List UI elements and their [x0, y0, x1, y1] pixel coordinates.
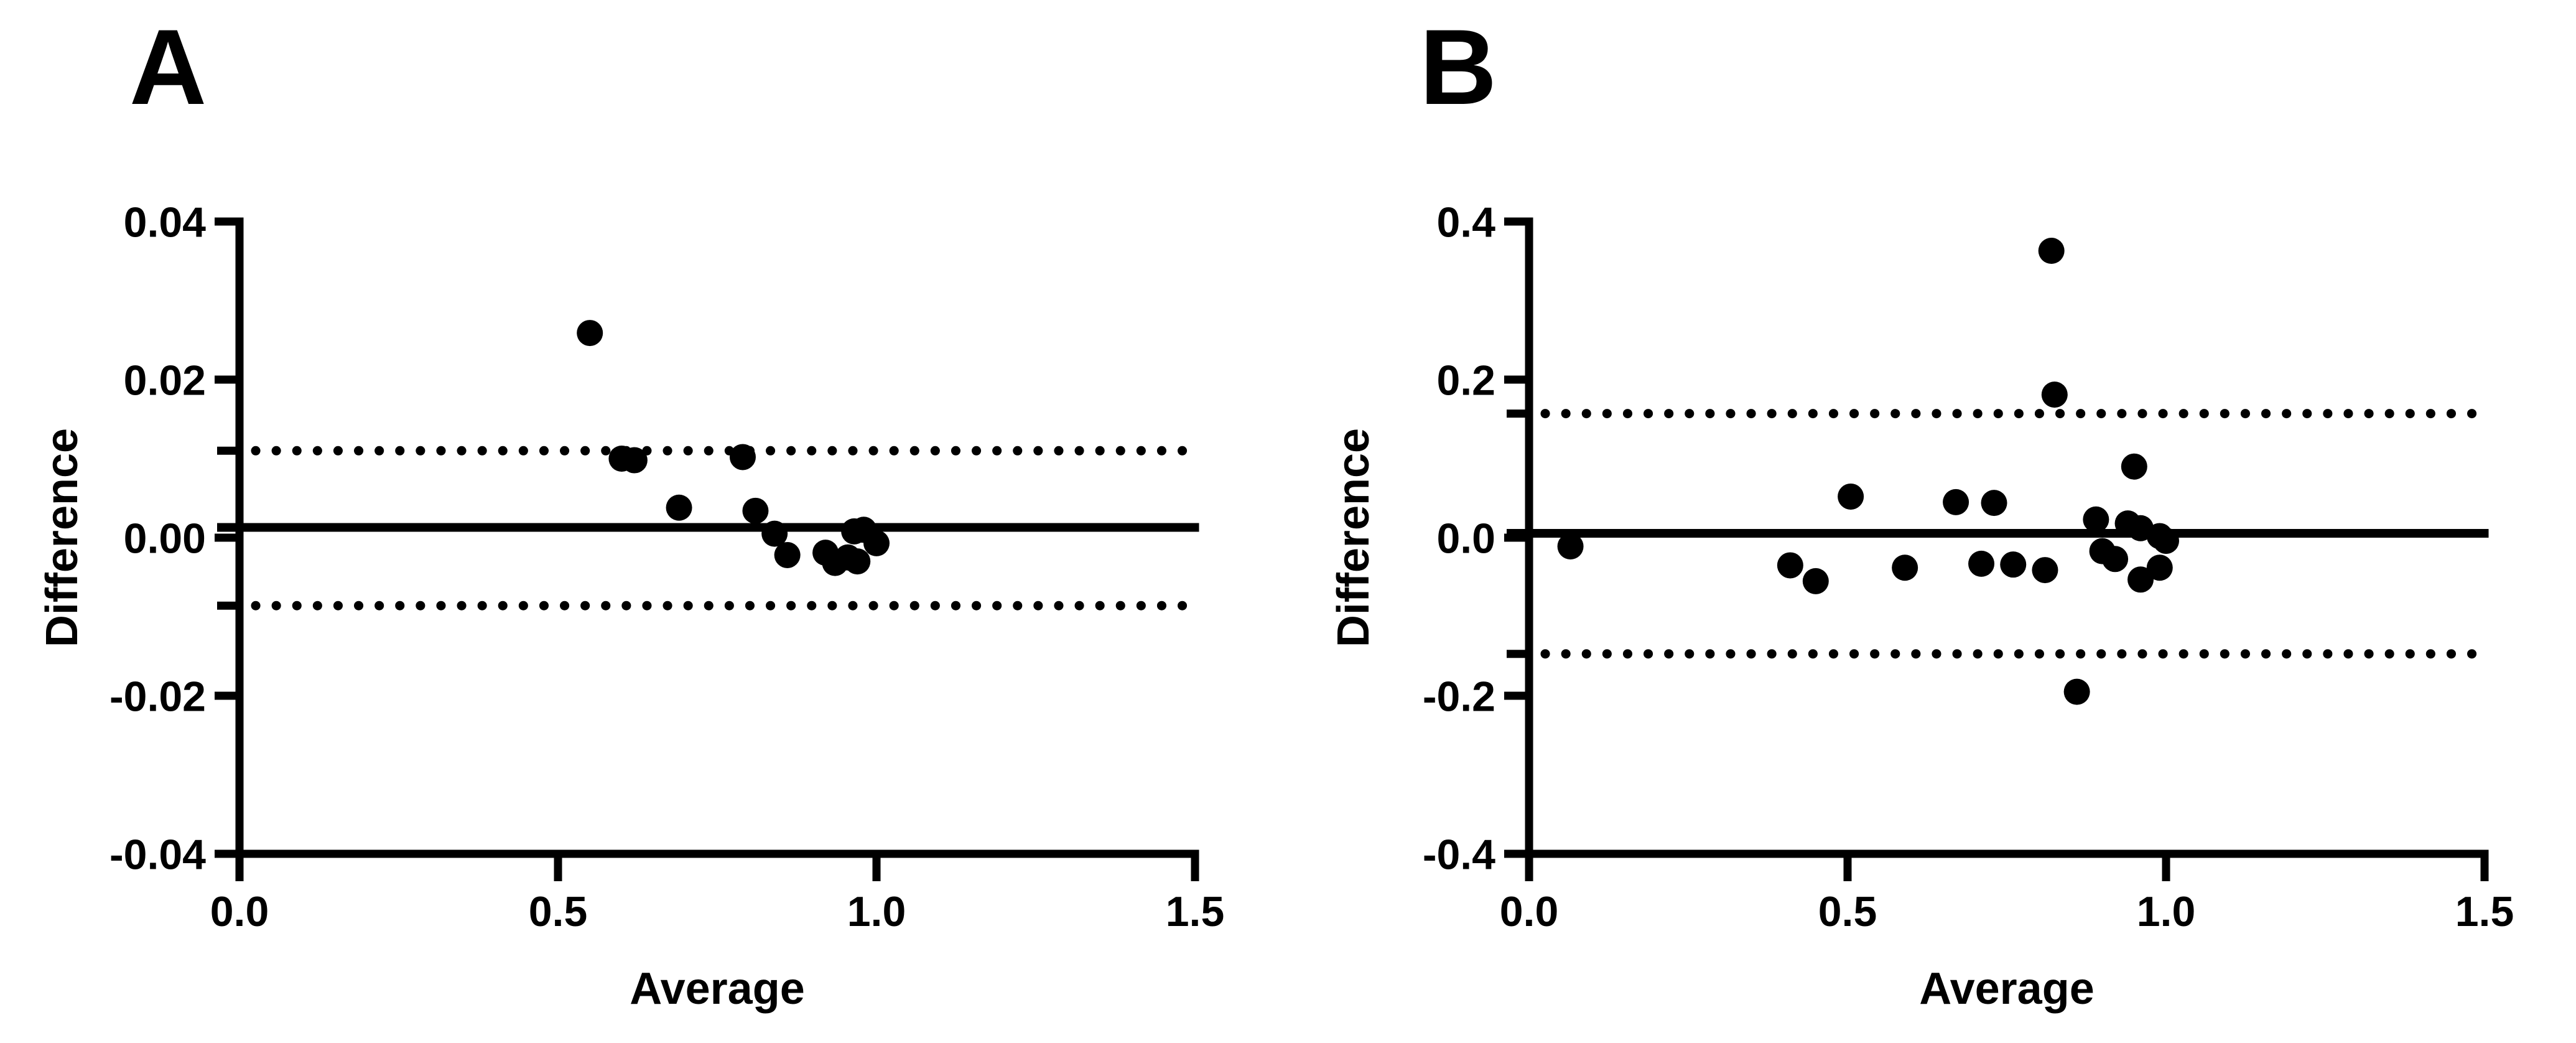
panel-b-x-tick-label: 0.0 — [1500, 888, 1559, 935]
panel-b-data-point — [2041, 381, 2068, 408]
panel-b-data-point — [1892, 554, 1918, 581]
panel-b-data-point — [2127, 566, 2154, 593]
panel-a-data-point — [761, 520, 788, 547]
panel-a-data-point — [844, 548, 871, 575]
panel-a-x-tick-label: 0.5 — [529, 888, 588, 935]
panel-a-y-tick-label: -0.04 — [109, 831, 206, 878]
panel-b-data-point — [2038, 237, 2065, 264]
panel-b-data-point — [2121, 453, 2147, 480]
panel-b-data-point — [1838, 483, 1864, 510]
panel-a-label: A — [129, 7, 208, 127]
panel-a-x-tick-label: 0.0 — [210, 888, 269, 935]
panel-b-data-point — [2153, 528, 2179, 554]
panel-b-x-tick-label: 1.0 — [2137, 888, 2196, 935]
panel-b-data-point — [1777, 552, 1803, 579]
panel-b-data-point — [1557, 533, 1584, 559]
panel-b-data-point — [1802, 568, 1829, 594]
panel-a-y-tick-label: -0.02 — [109, 673, 206, 720]
panel-b-data-point — [2083, 506, 2109, 533]
panel-b-x-tick-label: 1.5 — [2455, 888, 2514, 935]
panel-b-data-point — [1981, 490, 2007, 517]
panel-a-plot-area: 0.04 0.02 0.00 -0.02 -0.040.0 0.5 1.0 1.5 — [109, 199, 1224, 935]
panel-a-data-point — [774, 541, 801, 568]
panel-a-y-tick-label: 0.04 — [124, 199, 207, 246]
panel-a-y-tick-label: 0.02 — [124, 357, 206, 404]
panel-a-data-point — [863, 530, 890, 556]
panel-a-y-tick-label: 0.00 — [124, 515, 206, 562]
panel-b-plot-area: 0.40.20.0-0.2-0.40.0 0.5 1.0 1.5 — [1423, 199, 2514, 935]
panel-b-y-tick-label: 0.2 — [1436, 357, 1495, 404]
panel-a-data-point — [577, 320, 603, 347]
panel-a-data-point — [742, 497, 769, 524]
panel-b-x-axis-title: Average — [1919, 964, 2095, 1014]
panel-b-y-tick-label: 0.0 — [1436, 515, 1495, 562]
panel-b-data-point — [2032, 557, 2058, 584]
panel-a-data-point — [729, 444, 756, 470]
panel-b-x-tick-label: 0.5 — [1818, 888, 1877, 935]
panel-b-data-point — [2000, 551, 2027, 578]
panel-a-x-tick-label: 1.0 — [847, 888, 906, 935]
panel-b-data-point — [1968, 550, 1995, 577]
panel-b-y-tick-label: -0.2 — [1423, 673, 1495, 720]
panel-b-data-point — [2146, 554, 2173, 581]
panel-b-label: B — [1420, 7, 1499, 127]
panel-a-data-point — [621, 447, 648, 474]
panel-b-data-point — [2102, 546, 2129, 573]
panel-b-data-point — [2063, 678, 2090, 705]
panel-b-y-tick-label: -0.4 — [1423, 831, 1495, 878]
panel-b-data-point — [1943, 489, 1969, 515]
panel-b-y-tick-label: 0.4 — [1436, 199, 1495, 246]
panel-a-x-axis-title: Average — [630, 964, 805, 1014]
panel-a-x-tick-label: 1.5 — [1166, 888, 1225, 935]
panel-a-data-point — [666, 494, 692, 521]
